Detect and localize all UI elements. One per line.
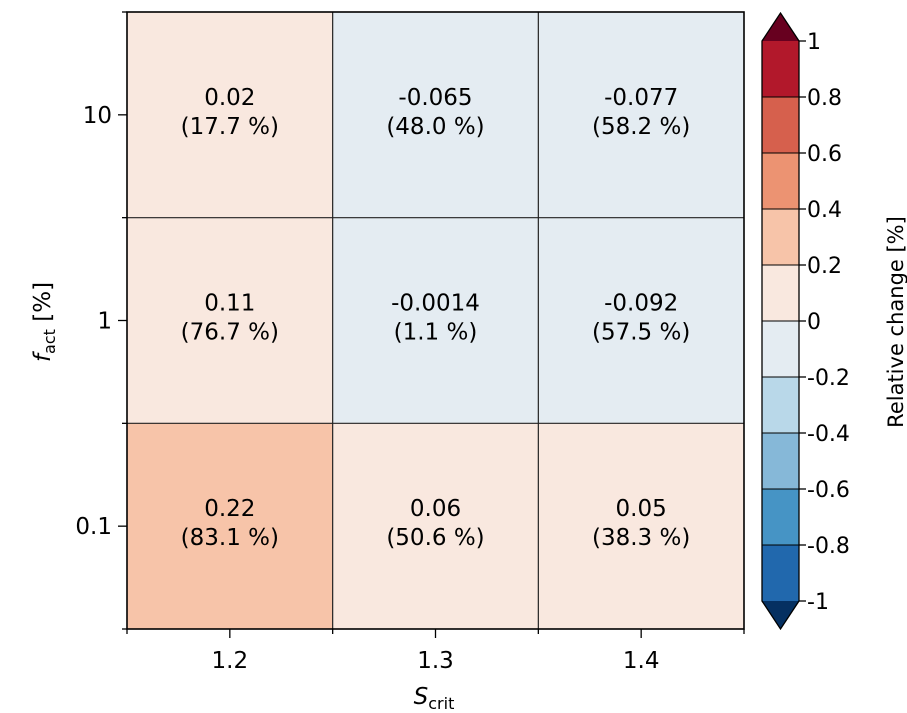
colorbar-tick-label: -1 bbox=[807, 590, 829, 615]
x-axis-label-sub: crit bbox=[428, 694, 454, 713]
colorbar-bin bbox=[762, 377, 799, 433]
colorbar-tick-label: 0.4 bbox=[807, 198, 842, 223]
colorbar-tick-label: 0.8 bbox=[807, 86, 842, 111]
x-tick-label: 1.2 bbox=[212, 648, 249, 674]
cell-value-label: 0.02 bbox=[204, 85, 255, 111]
colorbar-bin bbox=[762, 97, 799, 153]
colorbar-tick-label: -0.4 bbox=[807, 422, 850, 447]
cell-value-label: 0.22 bbox=[204, 496, 255, 522]
y-axis-label: fact [%] bbox=[30, 282, 59, 362]
x-axis-label: Scrit bbox=[414, 684, 455, 713]
cell-percent-label: (48.0 %) bbox=[386, 114, 484, 140]
cell-value-label: -0.077 bbox=[604, 85, 678, 111]
heatmap-cell bbox=[332, 12, 539, 218]
heatmap-cell bbox=[332, 423, 539, 629]
cell-value-label: 0.06 bbox=[410, 496, 461, 522]
cell-percent-label: (76.7 %) bbox=[181, 320, 279, 346]
heatmap-cell bbox=[332, 217, 539, 424]
colorbar-bin bbox=[762, 209, 799, 265]
colorbar-tick-label: 1 bbox=[807, 30, 821, 55]
heatmap-cell bbox=[127, 423, 333, 629]
y-axis-label-sub: act bbox=[40, 329, 59, 354]
colorbar-bin bbox=[762, 153, 799, 209]
heatmap-cell bbox=[538, 12, 744, 218]
cell-value-label: 0.11 bbox=[204, 291, 255, 317]
colorbar-over-arrow bbox=[762, 13, 799, 41]
heatmap-cell bbox=[538, 217, 744, 424]
heatmap-cell bbox=[127, 12, 333, 218]
colorbar-bin bbox=[762, 265, 799, 321]
cell-value-label: -0.092 bbox=[604, 291, 678, 317]
cell-value-label: -0.065 bbox=[398, 85, 472, 111]
cell-percent-label: (17.7 %) bbox=[181, 114, 279, 140]
heatmap-cells: 0.02 (17.7 %) -0.065 (48.0 %) -0.077 (58.2 %)… bbox=[127, 12, 744, 629]
colorbar-bin bbox=[762, 321, 799, 377]
x-axis: 1.2 1.3 1.4 bbox=[126, 629, 745, 674]
x-tick-label: 1.4 bbox=[623, 648, 660, 674]
y-tick-label: 1 bbox=[97, 309, 112, 335]
y-axis-label-rest: [%] bbox=[30, 282, 56, 329]
y-axis: 0.1 1 10 bbox=[75, 11, 127, 630]
colorbar-bin bbox=[762, 545, 799, 601]
colorbar: 1 0.8 0.6 0.4 0.2 0 -0.2 -0.4 -0.6 -0.8 -1 bbox=[761, 11, 850, 631]
colorbar-tick-label: -0.8 bbox=[807, 534, 850, 559]
colorbar-bin bbox=[762, 433, 799, 489]
cell-value-label: 0.05 bbox=[616, 496, 667, 522]
colorbar-tick-label: 0.2 bbox=[807, 254, 842, 279]
colorbar-tick-label: 0.6 bbox=[807, 142, 842, 167]
colorbar-bin bbox=[762, 41, 799, 97]
colorbar-label: Relative change [%] bbox=[884, 216, 907, 428]
cell-percent-label: (1.1 %) bbox=[394, 320, 478, 346]
heatmap-cell bbox=[127, 217, 333, 424]
colorbar-under-arrow bbox=[762, 601, 799, 629]
x-tick-label: 1.3 bbox=[417, 648, 454, 674]
cell-percent-label: (57.5 %) bbox=[592, 320, 690, 346]
y-tick-label: 0.1 bbox=[75, 514, 112, 540]
cell-value-label: -0.0014 bbox=[391, 291, 480, 317]
x-axis-label-main: S bbox=[414, 684, 429, 710]
cell-percent-label: (58.2 %) bbox=[592, 114, 690, 140]
colorbar-tick-label: 0 bbox=[807, 310, 821, 335]
colorbar-tick-label: -0.2 bbox=[807, 366, 850, 391]
cell-percent-label: (38.3 %) bbox=[592, 525, 690, 551]
colorbar-bin bbox=[762, 489, 799, 545]
cell-percent-label: (50.6 %) bbox=[386, 525, 484, 551]
cell-percent-label: (83.1 %) bbox=[181, 525, 279, 551]
y-tick-label: 10 bbox=[83, 103, 112, 129]
heatmap-cell bbox=[538, 423, 744, 629]
colorbar-tick-label: -0.6 bbox=[807, 478, 850, 503]
y-axis-label-main: f bbox=[30, 351, 56, 362]
